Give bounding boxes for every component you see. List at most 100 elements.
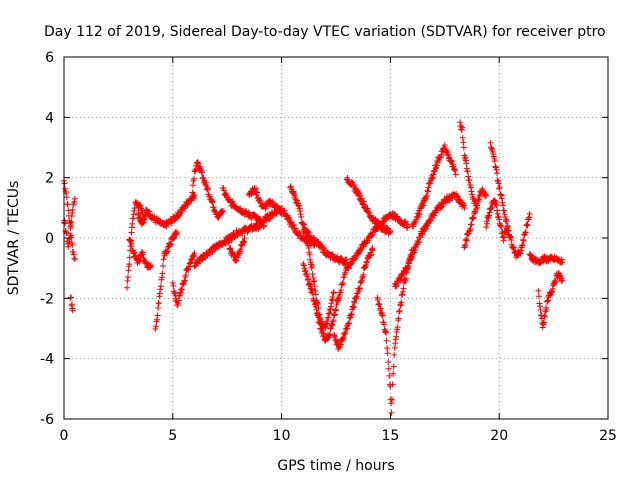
data-point: [517, 247, 524, 254]
data-point: [69, 241, 76, 248]
data-point: [398, 299, 405, 306]
data-point: [376, 301, 383, 308]
data-point: [180, 281, 187, 288]
data-point: [476, 192, 483, 199]
data-point: [443, 147, 450, 154]
data-point: [396, 307, 403, 314]
data-point: [404, 264, 411, 271]
data-point: [476, 196, 483, 203]
data-point: [496, 185, 503, 192]
data-point: [129, 220, 136, 227]
data-point: [484, 220, 491, 227]
data-point: [379, 312, 386, 319]
data-point: [394, 324, 401, 331]
data-point: [325, 314, 332, 321]
data-point: [261, 222, 268, 229]
data-point: [389, 381, 396, 388]
data-point: [154, 316, 161, 323]
data-point: [402, 218, 409, 225]
data-point: [365, 210, 372, 217]
data-point: [496, 184, 503, 191]
data-point: [331, 332, 338, 339]
data-point: [219, 207, 226, 214]
data-point: [543, 306, 550, 313]
data-point: [494, 170, 501, 177]
data-point: [171, 289, 178, 296]
x-axis-label: GPS time / hours: [277, 458, 394, 474]
data-point: [463, 237, 470, 244]
data-point: [503, 225, 510, 232]
x-tick-label: 5: [168, 428, 177, 444]
data-point: [341, 274, 348, 281]
data-point: [312, 287, 319, 294]
data-point: [315, 305, 322, 312]
data-point: [391, 351, 398, 358]
data-point: [290, 188, 297, 195]
data-point: [176, 211, 183, 218]
y-tick-label: 0: [45, 231, 54, 247]
data-point: [204, 186, 211, 193]
data-point: [444, 149, 451, 156]
data-point: [470, 214, 477, 221]
data-point: [367, 252, 374, 259]
data-point: [472, 208, 479, 215]
data-point: [148, 262, 155, 269]
data-point: [342, 269, 349, 276]
data-point: [241, 235, 248, 241]
data-point: [491, 158, 498, 165]
data-point: [398, 292, 405, 299]
data-point: [191, 263, 198, 270]
data-point: [493, 202, 500, 209]
data-point: [357, 192, 364, 199]
data-point: [501, 207, 508, 214]
data-point: [126, 261, 133, 268]
data-point: [432, 165, 439, 172]
data-point: [360, 198, 367, 205]
data-point: [535, 287, 542, 294]
data-point: [309, 263, 316, 270]
data-point: [146, 208, 153, 215]
data-point: [326, 331, 333, 338]
data-point: [300, 262, 307, 269]
data-point: [472, 206, 479, 213]
data-point: [352, 255, 359, 262]
data-point: [257, 198, 264, 205]
data-point: [369, 247, 376, 254]
data-point: [131, 205, 138, 212]
data-point: [372, 228, 379, 235]
data-point: [140, 219, 147, 226]
data-point: [227, 245, 234, 252]
data-point: [498, 224, 505, 231]
data-point: [468, 188, 475, 195]
data-point: [192, 166, 199, 173]
data-point: [431, 168, 438, 175]
data-point: [65, 207, 72, 214]
data-point: [305, 276, 312, 283]
data-point: [537, 303, 543, 310]
data-point: [483, 192, 490, 199]
data-point: [411, 249, 418, 256]
data-point: [397, 277, 404, 284]
data-point: [519, 242, 526, 249]
y-tick-label: 2: [45, 171, 54, 187]
data-point: [491, 197, 498, 204]
data-point: [384, 345, 391, 352]
data-point: [517, 250, 524, 257]
data-point: [209, 198, 216, 205]
data-point: [502, 229, 509, 236]
data-point: [426, 217, 433, 224]
data-point: [325, 310, 332, 317]
data-point: [439, 200, 446, 207]
data-point: [346, 314, 353, 321]
data-point: [324, 320, 331, 327]
data-point: [412, 244, 419, 251]
data-point: [309, 287, 316, 294]
data-point: [496, 216, 503, 223]
data-point: [155, 300, 162, 307]
data-point: [536, 300, 543, 307]
y-tick-label: -4: [40, 352, 54, 368]
data-point: [333, 301, 340, 308]
data-point: [438, 152, 445, 159]
data-point: [416, 211, 423, 218]
